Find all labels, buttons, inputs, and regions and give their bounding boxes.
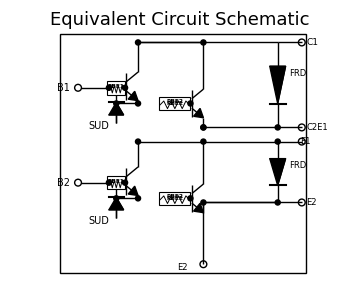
Circle shape xyxy=(122,85,127,90)
Text: RBE2: RBE2 xyxy=(166,99,183,104)
Text: B2: B2 xyxy=(57,178,70,188)
Circle shape xyxy=(201,125,206,130)
Circle shape xyxy=(275,139,280,144)
Circle shape xyxy=(201,139,206,144)
Text: C2E1: C2E1 xyxy=(306,123,328,132)
Text: FRD: FRD xyxy=(289,161,306,170)
Polygon shape xyxy=(109,197,123,210)
Text: SUD: SUD xyxy=(89,121,110,131)
Bar xyxy=(159,192,190,205)
Text: E1: E1 xyxy=(300,137,311,146)
Text: E2: E2 xyxy=(177,263,188,272)
Polygon shape xyxy=(194,203,203,212)
Polygon shape xyxy=(270,66,285,104)
Circle shape xyxy=(201,200,206,205)
Text: RBE1: RBE1 xyxy=(108,84,125,89)
Text: C1: C1 xyxy=(306,38,318,47)
Circle shape xyxy=(106,180,112,185)
Circle shape xyxy=(135,196,140,201)
Circle shape xyxy=(122,180,127,185)
Circle shape xyxy=(275,125,280,130)
Circle shape xyxy=(135,139,140,144)
Circle shape xyxy=(188,196,193,201)
Text: SUD: SUD xyxy=(89,216,110,226)
Bar xyxy=(108,81,125,95)
Bar xyxy=(108,176,125,189)
FancyBboxPatch shape xyxy=(60,34,306,273)
Text: RBE2: RBE2 xyxy=(166,101,183,106)
Circle shape xyxy=(201,40,206,45)
Polygon shape xyxy=(128,91,138,101)
Circle shape xyxy=(106,85,112,90)
Text: RBE2: RBE2 xyxy=(166,194,183,199)
Bar xyxy=(159,97,190,110)
Text: FRD: FRD xyxy=(289,69,306,78)
Polygon shape xyxy=(128,186,138,196)
Circle shape xyxy=(114,101,119,106)
Polygon shape xyxy=(109,102,123,115)
Polygon shape xyxy=(194,108,203,118)
Polygon shape xyxy=(270,159,285,185)
Text: B1: B1 xyxy=(57,83,70,93)
Circle shape xyxy=(188,101,193,106)
Circle shape xyxy=(135,101,140,106)
Text: E2: E2 xyxy=(306,198,316,207)
Text: RBE1: RBE1 xyxy=(108,178,125,184)
Circle shape xyxy=(114,196,119,201)
Text: RBE2: RBE2 xyxy=(166,196,183,201)
Circle shape xyxy=(275,200,280,205)
Circle shape xyxy=(201,125,206,130)
Circle shape xyxy=(135,40,140,45)
Text: Equivalent Circuit Schematic: Equivalent Circuit Schematic xyxy=(50,11,310,29)
